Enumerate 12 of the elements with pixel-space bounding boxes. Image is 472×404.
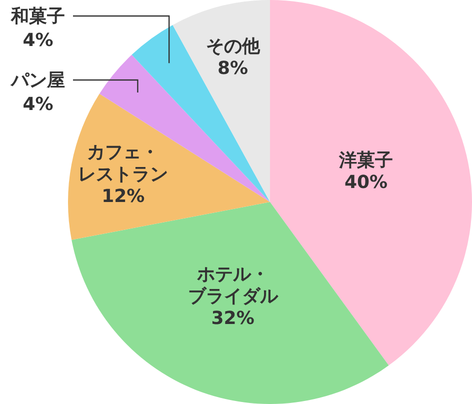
slice-label: その他	[206, 36, 261, 58]
slice-label: パン屋	[10, 70, 65, 91]
data-label: 4%	[22, 94, 54, 115]
data-label: 40%	[344, 172, 388, 193]
slice-label: 洋菓子	[338, 150, 394, 171]
data-label: 12%	[102, 186, 145, 207]
slice-label: カフェ・レストラン	[78, 142, 168, 185]
slice-label: ホテル・ブライダル	[188, 264, 279, 307]
slice-label: 和菓子	[10, 6, 65, 27]
data-label: 32%	[211, 308, 254, 329]
data-label: 4%	[22, 30, 54, 51]
data-label: 8%	[218, 58, 248, 80]
